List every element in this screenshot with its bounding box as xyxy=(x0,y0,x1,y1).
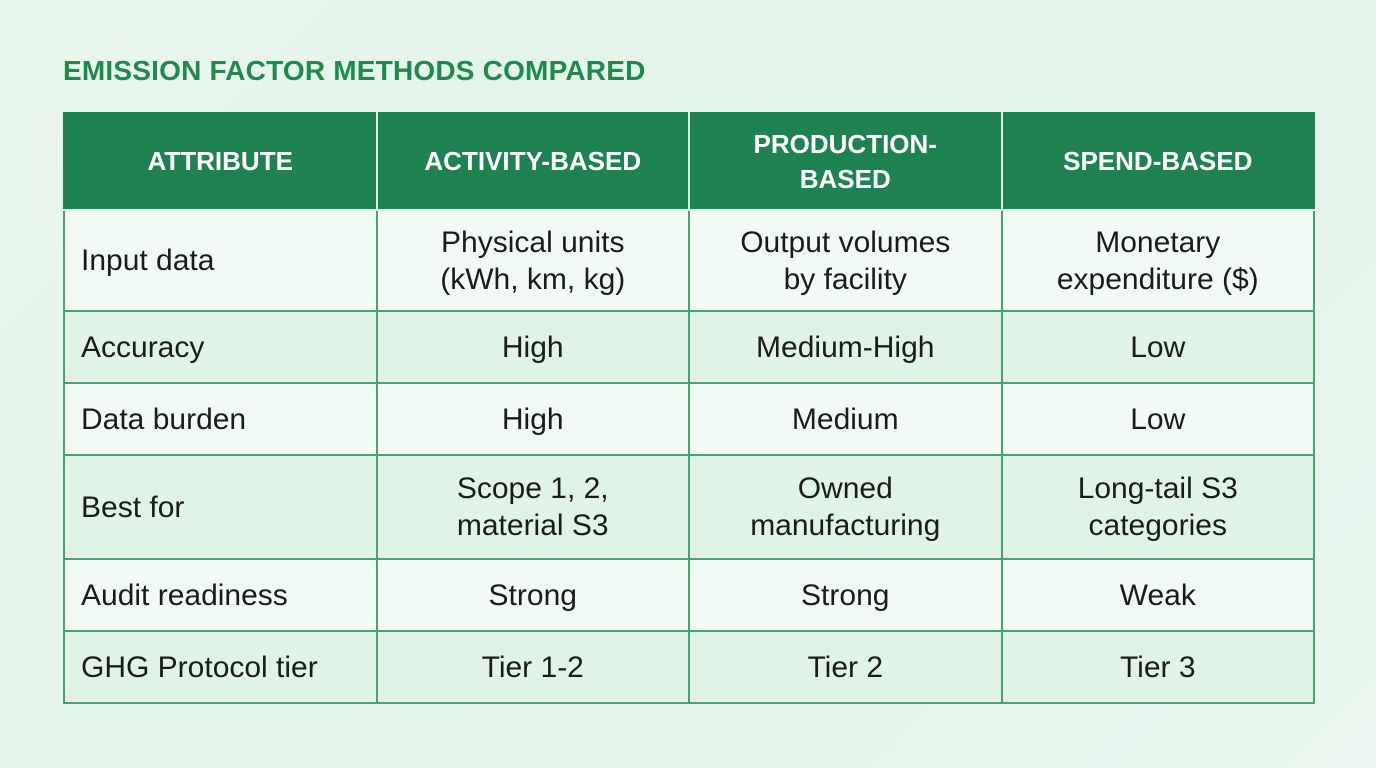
row-attribute-cell: Audit readiness xyxy=(63,558,378,632)
row-attribute-cell: Data burden xyxy=(63,382,378,456)
production-value: Owned manufacturing xyxy=(750,472,941,542)
page-title: EMISSION FACTOR METHODS COMPARED xyxy=(63,55,646,86)
activity-value: Scope 1, 2, material S3 xyxy=(456,472,609,542)
table-row: Best for Scope 1, 2, material S3 Owned m… xyxy=(63,454,1315,560)
header-attribute: ATTRIBUTE xyxy=(63,112,378,211)
header-row: ATTRIBUTE ACTIVITY-BASED PRODUCTION-BASE… xyxy=(63,112,1315,211)
activity-cell: High xyxy=(375,382,690,456)
spend-value: Monetary expenditure ($) xyxy=(1056,225,1259,296)
header-production-based: PRODUCTION-BASED xyxy=(688,112,1003,211)
activity-cell: Scope 1, 2, material S3 xyxy=(375,454,690,560)
comparison-table: ATTRIBUTE ACTIVITY-BASED PRODUCTION-BASE… xyxy=(63,112,1315,704)
spend-cell: Tier 3 xyxy=(1000,630,1315,704)
header-activity-based: ACTIVITY-BASED xyxy=(375,112,690,211)
row-attribute-cell: GHG Protocol tier xyxy=(63,630,378,704)
spend-cell: Low xyxy=(1000,310,1315,384)
table-row: GHG Protocol tier Tier 1-2 Tier 2 Tier 3 xyxy=(63,630,1315,704)
production-cell: Medium xyxy=(688,382,1003,456)
production-value: Output volumes by facility xyxy=(740,225,951,296)
spend-cell: Weak xyxy=(1000,558,1315,632)
activity-cell: Tier 1-2 xyxy=(375,630,690,704)
production-cell: Strong xyxy=(688,558,1003,632)
production-cell: Owned manufacturing xyxy=(688,454,1003,560)
activity-cell: Physical units (kWh, km, kg) xyxy=(375,209,690,312)
spend-cell: Monetary expenditure ($) xyxy=(1000,209,1315,312)
row-attribute-cell: Input data xyxy=(63,209,378,312)
table-row: Audit readiness Strong Strong Weak xyxy=(63,558,1315,632)
header-spend-based: SPEND-BASED xyxy=(1000,112,1315,211)
table-row: Input data Physical units (kWh, km, kg) … xyxy=(63,209,1315,312)
spend-cell: Long-tail S3 categories xyxy=(1000,454,1315,560)
activity-cell: Strong xyxy=(375,558,690,632)
spend-value: Long-tail S3 categories xyxy=(1077,472,1238,542)
table-row: Accuracy High Medium-High Low xyxy=(63,310,1315,384)
spend-cell: Low xyxy=(1000,382,1315,456)
production-cell: Tier 2 xyxy=(688,630,1003,704)
activity-value: Physical units (kWh, km, kg) xyxy=(440,225,626,296)
production-cell: Output volumes by facility xyxy=(688,209,1003,312)
activity-cell: High xyxy=(375,310,690,384)
table-row: Data burden High Medium Low xyxy=(63,382,1315,456)
row-attribute-cell: Best for xyxy=(63,454,378,560)
production-cell: Medium-High xyxy=(688,310,1003,384)
row-attribute-cell: Accuracy xyxy=(63,310,378,384)
